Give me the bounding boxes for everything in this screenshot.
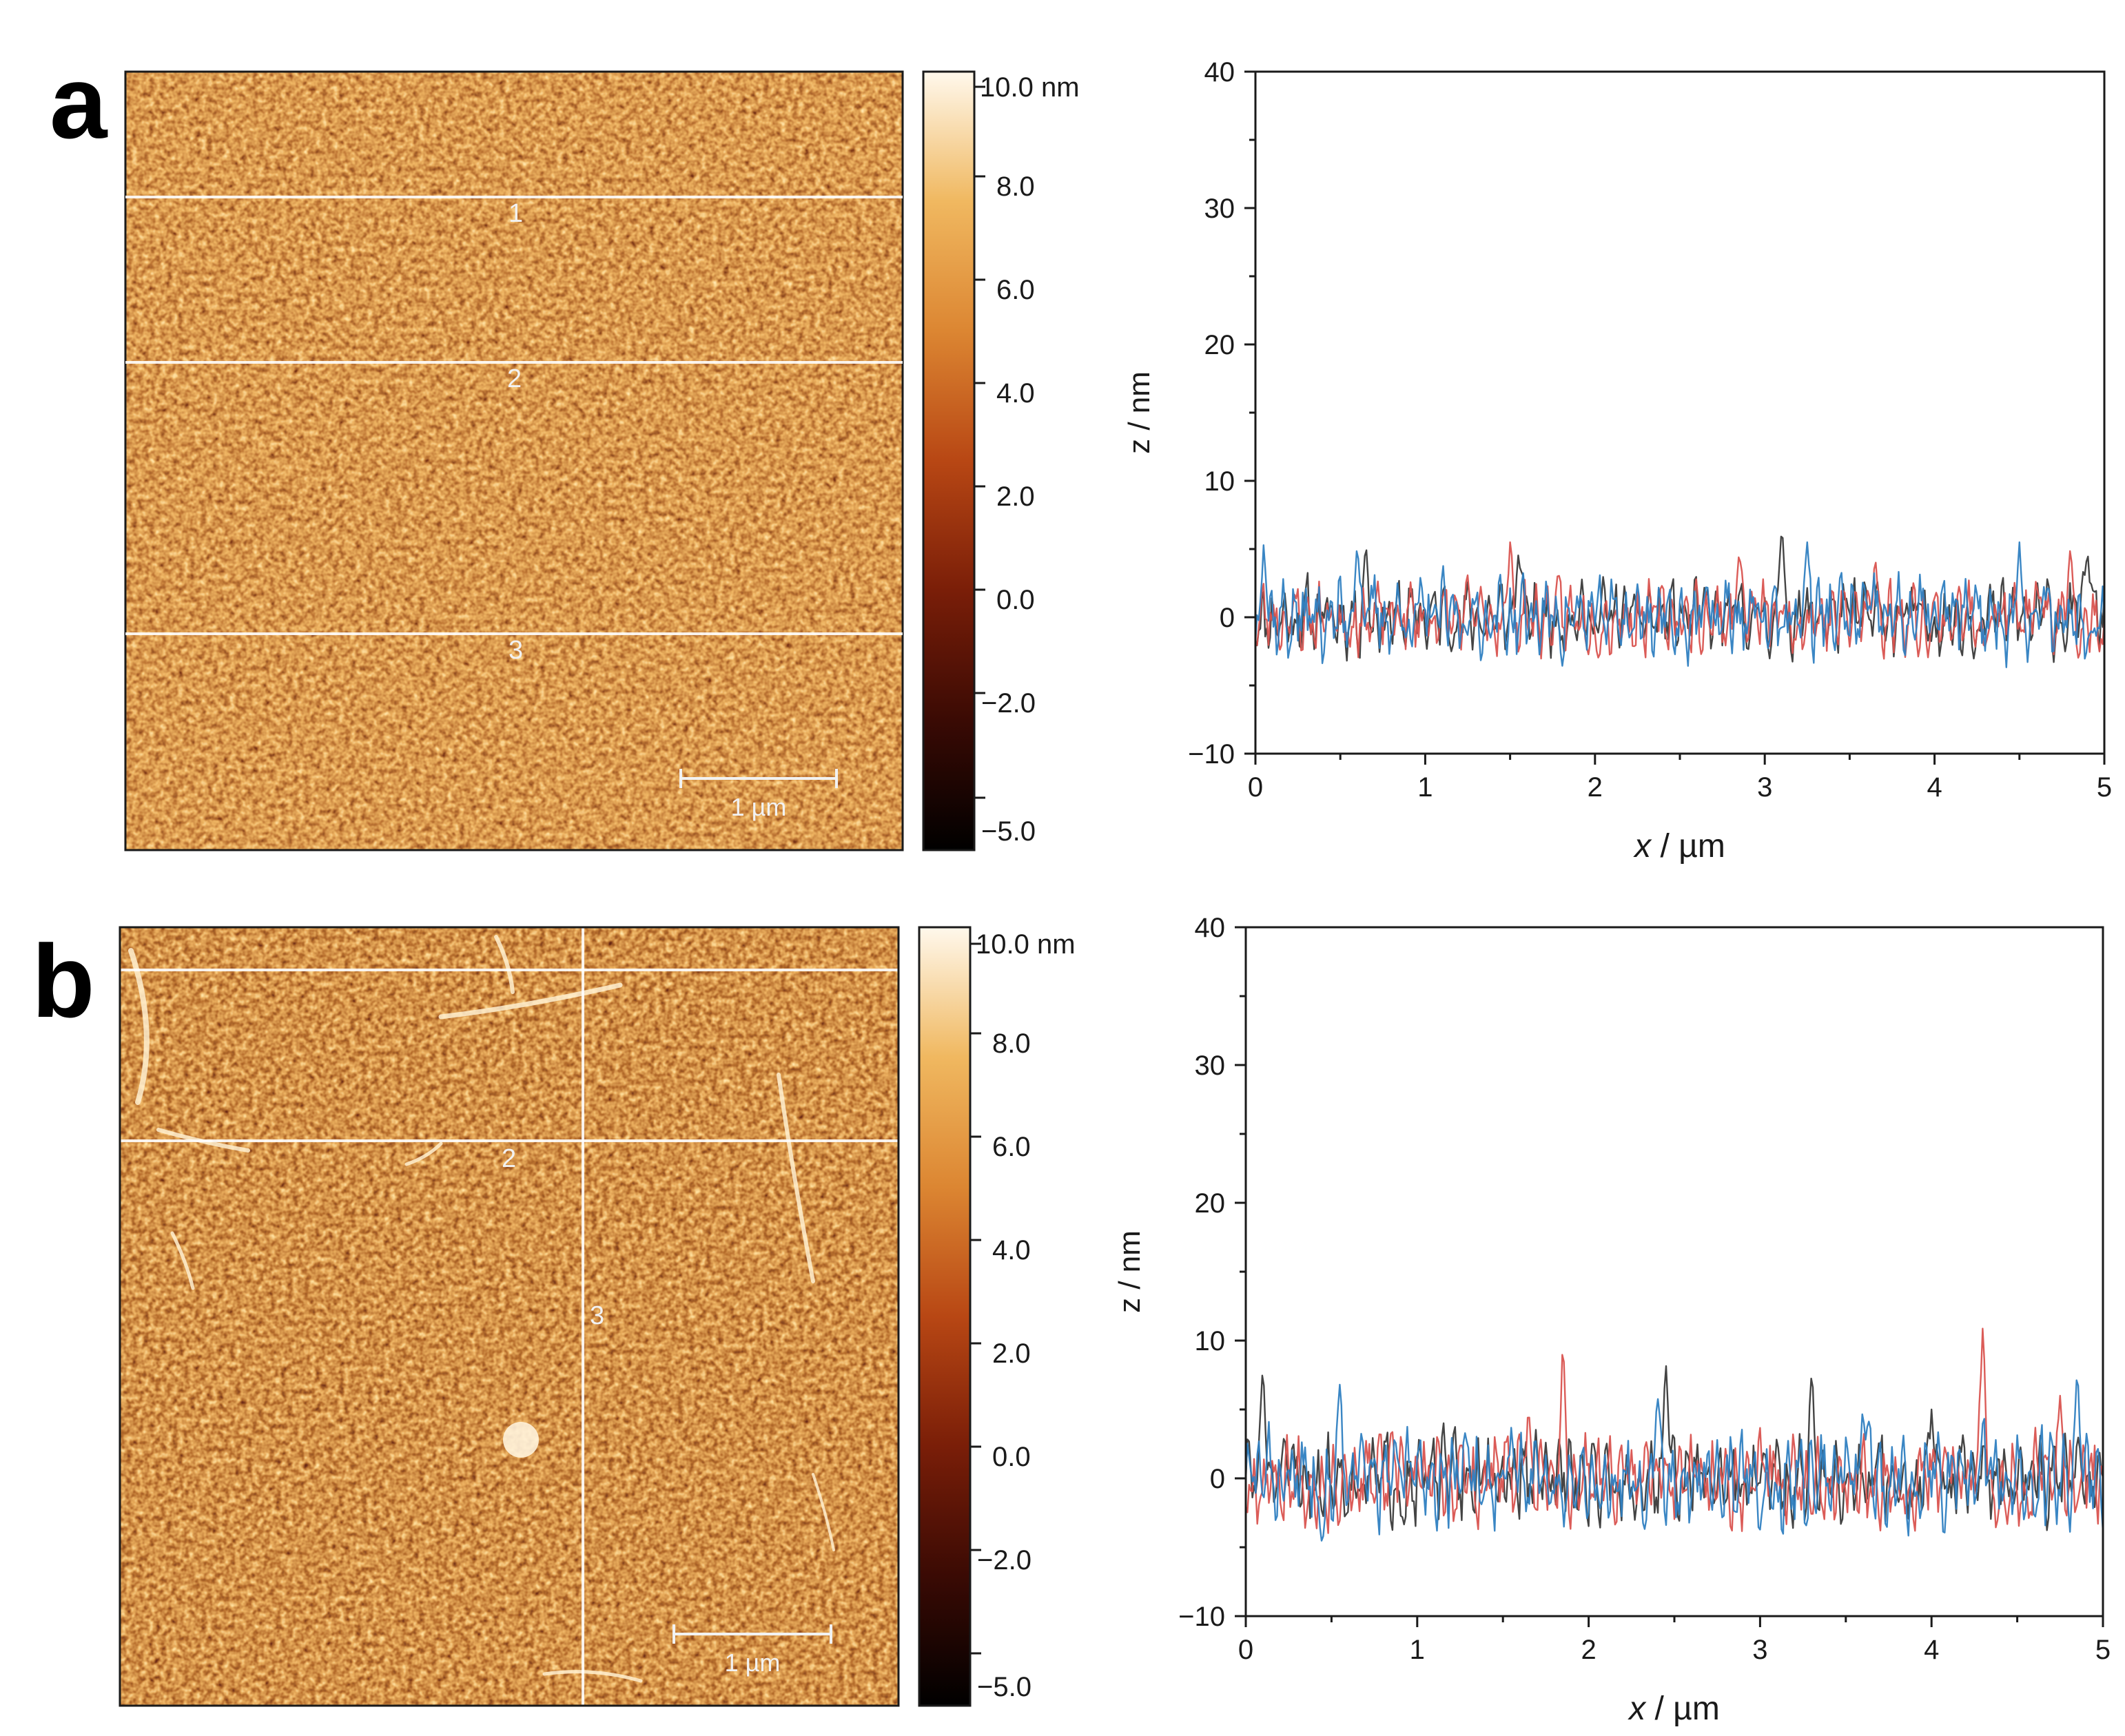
colorbar-tick-label-b-3: 4.0 (992, 1235, 1031, 1265)
x-tick-label-a-2: 2 (1588, 772, 1603, 803)
profile-chart-b: 0 1 2 3 4 5 −10 0 10 20 30 40 z / nm x / µm (1113, 913, 2111, 1727)
scale-bar-label-b: 1 µm (725, 1649, 781, 1677)
y-tick-label-a-2: 10 (1204, 466, 1235, 497)
afm-height-map-a (125, 72, 903, 850)
colorbar-tick-label-b-7: −5.0 (977, 1672, 1031, 1702)
x-tick-label-a-0: 0 (1248, 772, 1263, 803)
colorbar-tick-label-a-0: 10.0 nm (980, 72, 1080, 103)
afm-image-a: 1 2 3 1 µm (124, 70, 904, 851)
series-layer-b (1246, 1327, 2103, 1542)
x-tick-label-b-5: 5 (2095, 1635, 2111, 1665)
colorbar-tick-label-b-4: 2.0 (992, 1339, 1031, 1369)
x-tick-label-a-4: 4 (1927, 772, 1942, 803)
x-axis-label-b: x / µm (1628, 1691, 1720, 1727)
y-axis-label-a: z / nm (1122, 371, 1156, 454)
afm-particle-b (503, 1422, 539, 1458)
colorbar-tick-label-a-7: −5.0 (981, 816, 1036, 847)
colorbar-tick-label-a-6: −2.0 (981, 688, 1036, 719)
x-tick-label-b-4: 4 (1924, 1635, 1939, 1665)
y-tick-label-a-5: 40 (1204, 57, 1235, 87)
profile-chart-a: 0 1 2 3 4 5 −10 0 10 20 30 40 z / nm x / µm (1122, 57, 2112, 865)
y-tick-label-b-4: 30 (1195, 1051, 1226, 1081)
profile-label-2-b: 2 (502, 1144, 516, 1173)
scale-bar-b (673, 1624, 832, 1644)
colorbar-strip-b (918, 926, 972, 1707)
y-tick-label-b-2: 10 (1195, 1326, 1226, 1356)
colorbar-strip-a (922, 70, 976, 851)
scale-bar-a (679, 769, 838, 788)
y-tick-label-a-1: 0 (1220, 603, 1235, 633)
colorbar-tick-label-a-4: 2.0 (996, 482, 1035, 512)
colorbar-tick-label-a-5: 0.0 (996, 585, 1035, 615)
colorbar-b: 10.0 nm 8.0 6.0 4.0 2.0 0.0 −2.0 −5.0 (918, 926, 1076, 1707)
panel-letter-a: a (50, 44, 108, 160)
series-layer-a (1255, 535, 2104, 668)
x-tick-label-b-3: 3 (1752, 1635, 1767, 1665)
colorbar-tick-label-a-1: 8.0 (996, 172, 1035, 202)
profile-label-2-a: 2 (507, 364, 522, 393)
profile-label-3-a: 3 (509, 636, 523, 665)
colorbar-tick-label-b-5: 0.0 (992, 1442, 1031, 1472)
colorbar-ticks-a (974, 85, 985, 799)
colorbar-tick-label-a-3: 4.0 (996, 378, 1035, 409)
x-tick-label-a-5: 5 (2097, 772, 2112, 803)
plot-frame-a (1254, 70, 2106, 755)
panel-letter-b: b (32, 923, 95, 1039)
x-tick-label-a-3: 3 (1757, 772, 1772, 803)
x-axis-var-b: x (1628, 1691, 1647, 1727)
ticks-layer-b: 0 1 2 3 4 5 −10 0 10 20 30 40 (1178, 913, 2111, 1665)
colorbar-tick-label-b-2: 6.0 (992, 1132, 1031, 1162)
profile-label-1-a: 1 (509, 199, 523, 228)
x-axis-label-a: x / µm (1633, 828, 1725, 865)
series-line-b-3 (1246, 1379, 2103, 1542)
x-tick-label-b-1: 1 (1410, 1635, 1425, 1665)
series-line-b-2 (1246, 1327, 2103, 1534)
series-line-a-2 (1255, 541, 2104, 660)
x-axis-var-a: x (1633, 828, 1652, 865)
series-line-a-3 (1255, 541, 2104, 668)
x-axis-unit-a: / µm (1651, 828, 1725, 865)
colorbar-tick-label-b-1: 8.0 (992, 1029, 1031, 1059)
colorbar-tick-label-b-0: 10.0 nm (976, 929, 1076, 960)
afm-height-map-b (120, 927, 899, 1706)
y-tick-label-b-5: 40 (1195, 913, 1226, 943)
y-tick-label-b-1: 0 (1210, 1464, 1225, 1494)
y-axis-label-b: z / nm (1113, 1230, 1147, 1313)
y-tick-label-b-3: 20 (1195, 1188, 1226, 1219)
x-axis-unit-b: / µm (1645, 1691, 1720, 1727)
ticks-layer-a: 0 1 2 3 4 5 −10 0 10 20 30 40 (1188, 57, 2112, 803)
afm-image-b: 2 3 1 µm (119, 926, 900, 1707)
x-tick-label-a-1: 1 (1417, 772, 1433, 803)
x-tick-label-b-2: 2 (1581, 1635, 1596, 1665)
x-tick-label-b-0: 0 (1238, 1635, 1253, 1665)
colorbar-tick-label-b-6: −2.0 (977, 1545, 1031, 1575)
profile-label-3-b: 3 (590, 1301, 604, 1330)
colorbar-a: 10.0 nm 8.0 6.0 4.0 2.0 0.0 −2.0 −5.0 (922, 70, 1080, 851)
y-tick-label-a-3: 20 (1204, 330, 1235, 360)
colorbar-ticks-b (970, 942, 981, 1655)
y-tick-label-b-0: −10 (1178, 1602, 1225, 1632)
afm-image-frame-a (124, 70, 904, 851)
y-tick-label-a-0: −10 (1188, 739, 1235, 769)
scale-bar-label-a: 1 µm (731, 793, 787, 821)
afm-image-frame-b (119, 926, 900, 1707)
colorbar-tick-label-a-2: 6.0 (996, 275, 1035, 305)
y-tick-label-a-4: 30 (1204, 194, 1235, 224)
